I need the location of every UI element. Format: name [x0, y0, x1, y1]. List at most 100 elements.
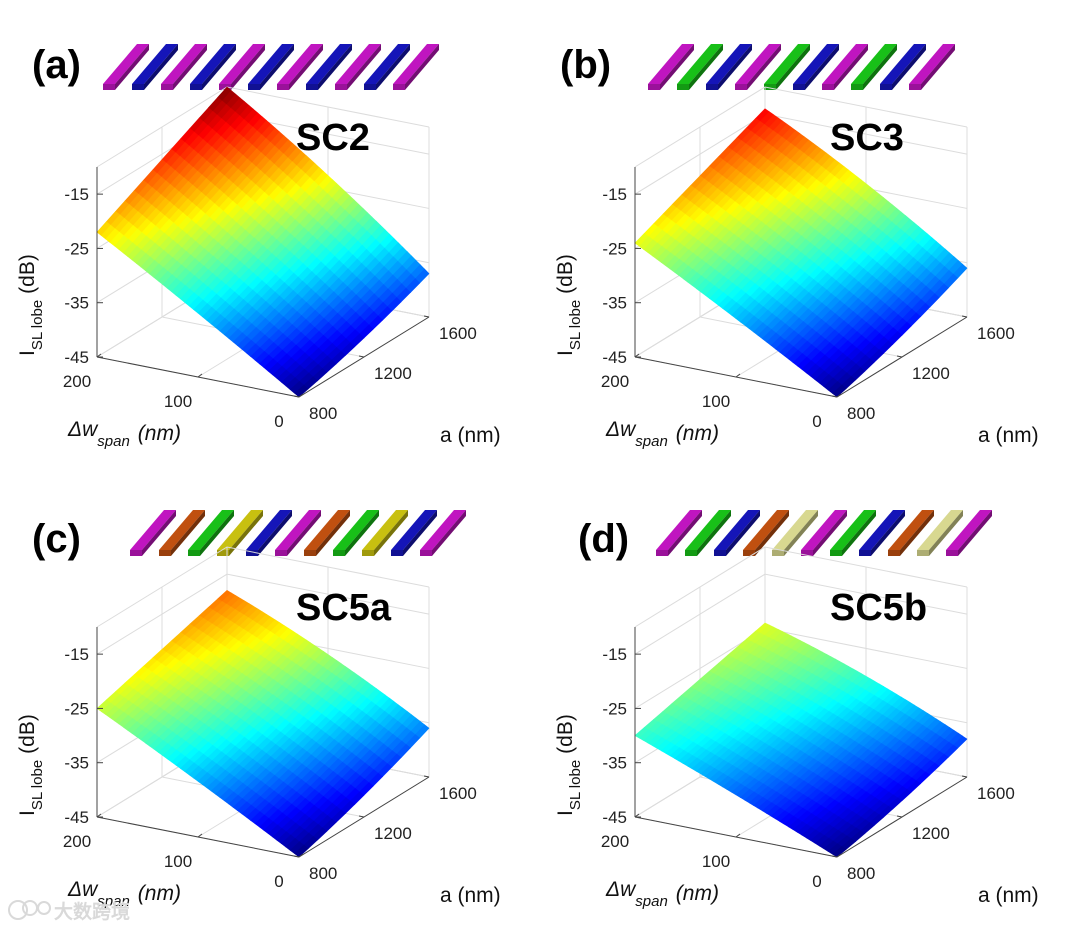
surface-facet	[294, 384, 309, 398]
chart-title: SC5b	[830, 587, 927, 629]
stripe-bar	[188, 510, 234, 556]
panel-c: (c) -15 -25 -35 -45 200 100 0 800 1200 1600 ISL lo…	[16, 510, 501, 910]
x-axis-label: Δwspan (nm)	[605, 878, 719, 910]
z-label-main: I	[16, 810, 39, 816]
x-axis-label: Δwspan (nm)	[605, 418, 719, 450]
z-label-main: I	[554, 810, 577, 816]
y-tick-label: 800	[847, 404, 875, 423]
z-tick-label: -35	[602, 754, 627, 773]
surface-plot: -15 -25 -35 -45 200 100 0 800 1200 1600 ISL lobe (d…	[554, 546, 1039, 910]
stripe-bar	[685, 510, 731, 556]
x-tick-mark	[735, 373, 741, 378]
y-axis-label: a (nm)	[440, 884, 501, 907]
y-tick-label: 1200	[374, 824, 412, 843]
z-axis-label: ISL lobe (dB)	[16, 254, 46, 356]
z-tick-label: -25	[64, 239, 89, 258]
x-label-unit: (nm)	[676, 422, 719, 445]
stripe-bar	[793, 44, 839, 90]
x-label-sub: span	[635, 893, 668, 910]
panel-b: (b) -15 -25 -35 -45 200 100 0 800 1200 1600 ISL lo…	[554, 43, 1039, 450]
x-tick-mark	[298, 393, 304, 398]
stripe-bar	[362, 510, 408, 556]
watermark-logo-icon	[8, 900, 51, 920]
x-label-unit: (nm)	[676, 882, 719, 905]
z-label-sub: SL lobe	[567, 300, 584, 350]
x-tick-label: 200	[63, 372, 91, 391]
chart-title: SC5a	[296, 587, 392, 629]
y-tick-mark	[831, 855, 838, 858]
z-tick-label: -45	[602, 348, 627, 367]
z-axis-label: ISL lobe (dB)	[554, 254, 584, 356]
x-tick-label: 100	[702, 392, 730, 411]
stripe-bar	[859, 510, 905, 556]
axes: -15 -25 -35 -45 200 100 0 800 1200 1600	[601, 167, 1015, 431]
x-tick-label: 0	[812, 412, 821, 431]
z-label-unit: (dB)	[16, 254, 39, 294]
surface-facet	[294, 844, 309, 858]
stripe-bar	[161, 44, 207, 90]
x-tick-label: 0	[812, 872, 821, 891]
x-tick-label: 100	[164, 392, 192, 411]
y-tick-label: 1600	[439, 784, 477, 803]
z-tick-label: -45	[64, 808, 89, 827]
y-tick-label: 800	[309, 404, 337, 423]
z-tick-label: -45	[64, 348, 89, 367]
panel-d: (d) -15 -25 -35 -45 200 100 0 800 1200 1600 ISL lo…	[554, 510, 1039, 910]
stripe-bar	[772, 510, 818, 556]
x-tick-mark	[634, 813, 640, 818]
z-label-sub: SL lobe	[567, 760, 584, 810]
stripe-bar	[909, 44, 955, 90]
stripe-bar	[735, 44, 781, 90]
x-label-unit: (nm)	[138, 882, 181, 905]
stripe-bar	[656, 510, 702, 556]
x-tick-label: 200	[63, 832, 91, 851]
x-tick-mark	[634, 353, 640, 358]
x-tick-mark	[197, 833, 203, 838]
x-tick-label: 200	[601, 372, 629, 391]
watermark: 大数跨境	[8, 900, 130, 923]
z-tick-label: -15	[602, 645, 627, 664]
x-label-sub: span	[635, 433, 668, 450]
z-tick-label: -35	[64, 754, 89, 773]
y-tick-mark	[293, 855, 300, 858]
surface	[96, 86, 430, 398]
x-label-main: Δw	[67, 878, 99, 901]
surface	[634, 108, 968, 398]
z-label-main: I	[16, 350, 39, 356]
x-tick-mark	[735, 833, 741, 838]
y-tick-mark	[831, 395, 838, 398]
surface	[634, 622, 968, 858]
x-tick-mark	[836, 393, 842, 398]
stripe-bar	[714, 510, 760, 556]
stripe-bar	[822, 44, 868, 90]
y-axis-label: a (nm)	[978, 884, 1039, 907]
surface-plot: -15 -25 -35 -45 200 100 0 800 1200 1600 ISL lobe (d…	[554, 86, 1039, 450]
x-tick-mark	[96, 353, 102, 358]
z-tick-label: -25	[602, 699, 627, 718]
x-axis-label: Δwspan (nm)	[67, 418, 181, 450]
axes: -15 -25 -35 -45 200 100 0 800 1200 1600	[63, 167, 477, 431]
stripe-bar	[190, 44, 236, 90]
z-tick-label: -15	[602, 185, 627, 204]
x-label-unit: (nm)	[138, 422, 181, 445]
stripe-bar	[917, 510, 963, 556]
y-tick-mark	[961, 775, 968, 778]
x-label-main: Δw	[605, 878, 637, 901]
stripe-bar	[888, 510, 934, 556]
z-label-main: I	[554, 350, 577, 356]
y-tick-label: 800	[847, 864, 875, 883]
stripe-bar	[420, 510, 466, 556]
z-label-unit: (dB)	[554, 254, 577, 294]
stripe-pattern	[130, 510, 466, 556]
x-label-sub: span	[97, 433, 130, 450]
z-tick-label: -15	[64, 185, 89, 204]
stripe-bar	[677, 44, 723, 90]
surface-facet	[832, 846, 847, 858]
stripe-pattern	[103, 44, 439, 90]
stripe-bar	[103, 44, 149, 90]
stripe-bar	[159, 510, 205, 556]
x-tick-label: 0	[274, 872, 283, 891]
stripe-bar	[391, 510, 437, 556]
stripe-bar	[364, 44, 410, 90]
y-tick-label: 1200	[912, 364, 950, 383]
